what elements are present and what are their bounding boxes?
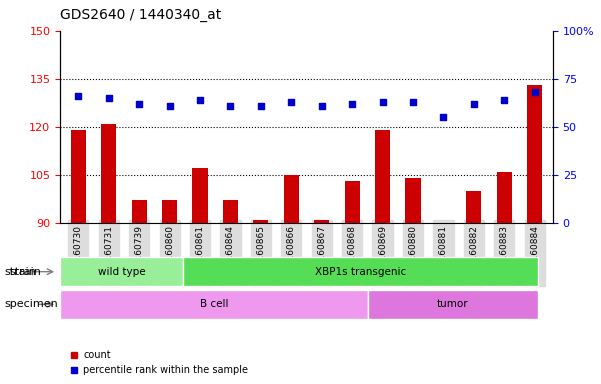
Point — [439, 114, 448, 120]
Bar — [253, 220, 269, 223]
Bar — [162, 200, 177, 223]
Text: GDS2640 / 1440340_at: GDS2640 / 1440340_at — [60, 8, 221, 22]
Text: B cell: B cell — [200, 299, 228, 310]
Point — [287, 99, 296, 105]
Point — [165, 103, 174, 109]
Point — [408, 99, 418, 105]
Point — [378, 99, 388, 105]
Bar — [223, 200, 238, 223]
Point — [469, 101, 478, 107]
Bar — [132, 200, 147, 223]
Bar — [192, 168, 207, 223]
Point — [256, 103, 266, 109]
Point — [317, 103, 326, 109]
Legend: count, percentile rank within the sample: count, percentile rank within the sample — [65, 346, 252, 379]
Point — [195, 97, 205, 103]
Bar — [314, 220, 329, 223]
Text: specimen: specimen — [5, 299, 58, 310]
Bar — [101, 124, 117, 223]
Text: wild type: wild type — [98, 266, 145, 277]
Point — [73, 93, 83, 99]
Bar — [406, 178, 421, 223]
Bar — [466, 191, 481, 223]
Bar — [375, 130, 390, 223]
Bar — [496, 172, 512, 223]
Point — [135, 101, 144, 107]
Bar — [344, 181, 360, 223]
Bar — [71, 130, 86, 223]
Text: XBP1s transgenic: XBP1s transgenic — [315, 266, 406, 277]
Text: tumor: tumor — [437, 299, 469, 310]
Bar — [527, 85, 542, 223]
Point — [225, 103, 235, 109]
Point — [499, 97, 509, 103]
Point — [347, 101, 357, 107]
Text: strain: strain — [9, 266, 41, 277]
Bar — [284, 175, 299, 223]
Point — [104, 95, 114, 101]
Point — [530, 89, 540, 95]
Text: strain: strain — [5, 266, 37, 277]
